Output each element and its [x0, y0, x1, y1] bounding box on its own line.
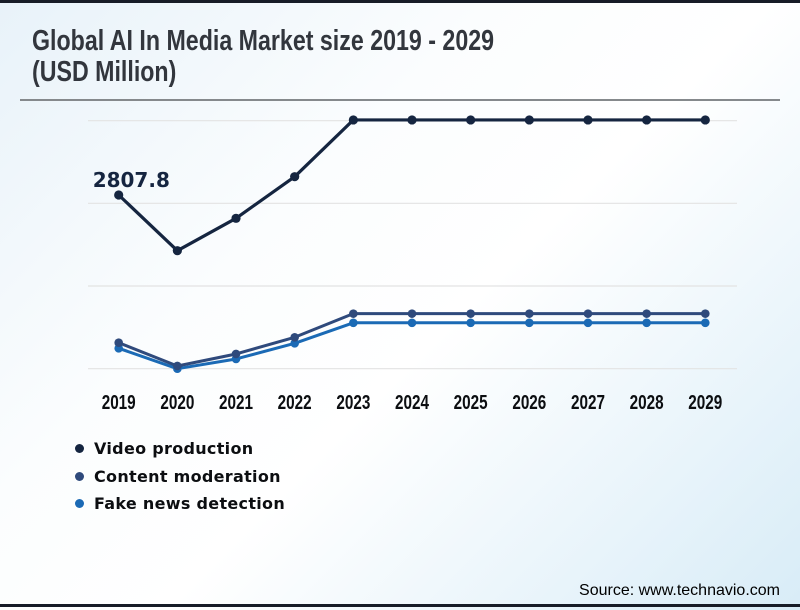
- data-label-2019: 2807.8: [93, 168, 170, 192]
- page-title: Global AI In Media Market size 2019 - 20…: [32, 26, 494, 88]
- x-axis-label-2022: 2022: [278, 392, 312, 414]
- data-point-fake-news-detection-2022: [290, 338, 299, 348]
- top-border-bar: [0, 0, 800, 3]
- legend-label: Fake news detection: [94, 494, 286, 514]
- data-point-content-moderation-2020: [173, 361, 182, 371]
- data-point-fake-news-detection-2023: [349, 318, 358, 328]
- legend-label: Video production: [94, 439, 254, 459]
- data-point-content-moderation-2027: [583, 309, 593, 318]
- data-point-video-production-2025: [466, 115, 476, 125]
- data-point-video-production-2028: [642, 115, 652, 125]
- legend-item-fake-news-detection: Fake news detection: [74, 490, 285, 518]
- data-point-video-production-2024: [407, 115, 417, 125]
- data-point-video-production-2019: [114, 190, 124, 200]
- legend-marker-icon: [75, 444, 84, 454]
- x-axis-label-2023: 2023: [336, 392, 370, 414]
- x-axis-label-2029: 2029: [688, 392, 722, 414]
- data-point-video-production-2022: [290, 172, 300, 182]
- data-point-content-moderation-2022: [290, 332, 299, 342]
- data-point-video-production-2026: [524, 115, 534, 125]
- x-axis-label-2028: 2028: [630, 392, 664, 414]
- legend-marker-icon: [75, 499, 84, 509]
- data-point-video-production-2029: [700, 115, 710, 125]
- page-title-line2: (USD Million): [32, 56, 177, 88]
- legend-marker-icon: [75, 471, 84, 481]
- data-point-content-moderation-2019: [114, 338, 123, 348]
- legend-dot: [75, 444, 84, 454]
- x-axis-label-2026: 2026: [512, 392, 546, 414]
- data-point-video-production-2027: [583, 115, 593, 125]
- data-point-fake-news-detection-2027: [583, 318, 593, 328]
- page-title-line1: Global AI In Media Market size 2019 - 20…: [32, 25, 495, 57]
- x-axis-label-2021: 2021: [219, 392, 253, 414]
- legend-item-video-production: Video production: [74, 435, 285, 463]
- data-point-video-production-2021: [231, 213, 241, 223]
- data-point-content-moderation-2025: [466, 309, 475, 318]
- data-point-fake-news-detection-2029: [701, 318, 710, 328]
- x-axis-label-2027: 2027: [571, 392, 605, 414]
- legend-dot: [75, 471, 84, 481]
- data-point-content-moderation-2026: [525, 309, 534, 318]
- legend-item-content-moderation: Content moderation: [74, 463, 285, 491]
- data-point-content-moderation-2023: [349, 309, 358, 318]
- data-point-content-moderation-2024: [407, 309, 417, 318]
- data-point-fake-news-detection-2028: [642, 318, 651, 328]
- chart-legend: Video production Content moderation Fake…: [74, 435, 285, 518]
- data-point-content-moderation-2021: [231, 349, 241, 359]
- data-point-content-moderation-2028: [642, 309, 651, 318]
- data-point-video-production-2020: [172, 246, 182, 256]
- series-line-fake-news-detection: [117, 321, 707, 371]
- x-axis-label-2019: 2019: [102, 392, 136, 414]
- x-axis-label-2025: 2025: [454, 392, 488, 414]
- data-point-fake-news-detection-2025: [466, 318, 475, 328]
- bottom-border-bar: [0, 604, 800, 607]
- x-axis-label-2024: 2024: [395, 392, 430, 414]
- legend-label: Content moderation: [94, 466, 281, 486]
- legend-dot: [75, 499, 84, 509]
- series-line-video-production: [117, 118, 707, 253]
- data-point-content-moderation-2029: [701, 309, 710, 318]
- data-point-fake-news-detection-2026: [525, 318, 534, 328]
- x-axis-label-2020: 2020: [160, 392, 194, 414]
- title-divider: [20, 99, 780, 101]
- data-point-fake-news-detection-2024: [407, 318, 417, 328]
- data-point-video-production-2023: [348, 115, 358, 125]
- source-attribution: Source: www.technavio.com: [579, 582, 780, 599]
